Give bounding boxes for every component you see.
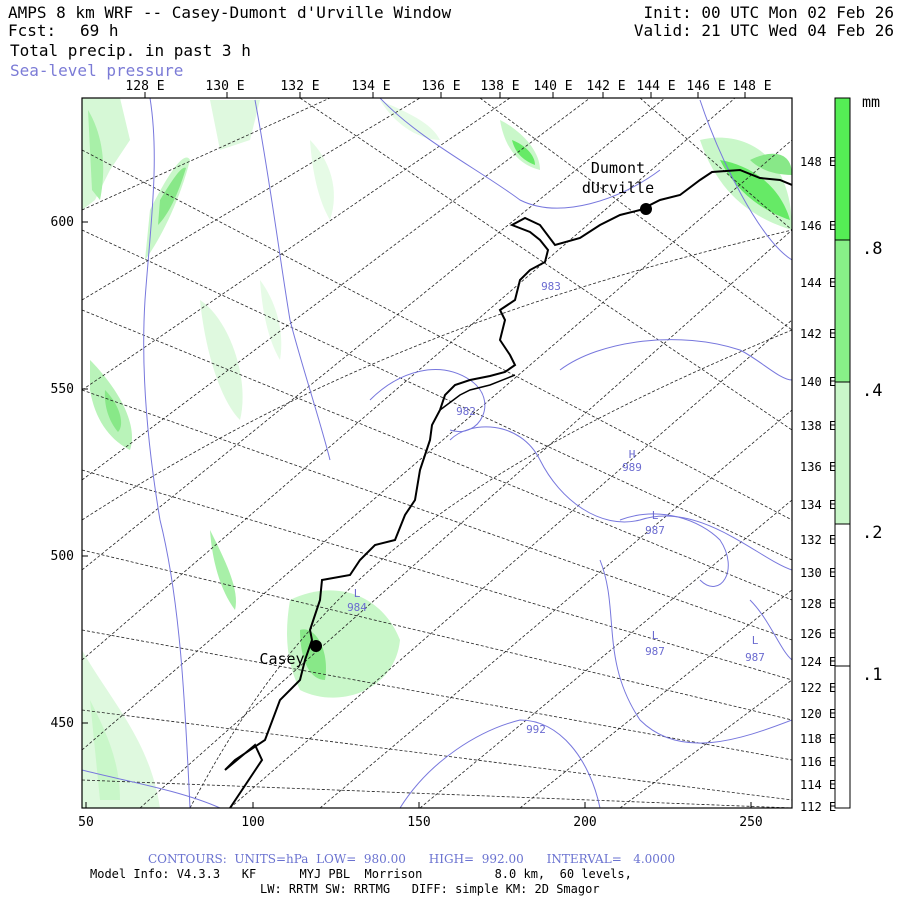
top-longitude-labels: 128 E 130 E 132 E 134 E 136 E 138 E 140 …	[125, 79, 771, 94]
pressure-letter-label: L	[652, 509, 659, 522]
right-lon-label: 114 E	[800, 778, 836, 792]
pressure-value-label: 982	[456, 405, 476, 418]
top-lon-label: 132 E	[280, 79, 319, 94]
left-axis-label: 500	[51, 549, 74, 564]
top-lon-label: 136 E	[421, 79, 460, 94]
colorbar-label: .2	[862, 523, 882, 543]
colorbar-segment-mid	[835, 240, 850, 382]
pressure-value-label: 987	[645, 645, 665, 658]
colorbar-segment-high	[835, 98, 850, 240]
station-marker-casey	[310, 640, 322, 652]
contour-info: CONTOURS: UNITS=hPa LOW= 980.00 HIGH= 99…	[148, 852, 676, 866]
top-lon-label: 134 E	[351, 79, 390, 94]
top-lon-label: 140 E	[533, 79, 572, 94]
pressure-value-label: 983	[541, 280, 561, 293]
right-lon-label: 136 E	[800, 460, 836, 474]
right-lon-label: 126 E	[800, 627, 836, 641]
pressure-letter-label: L	[752, 634, 759, 647]
top-lon-label: 128 E	[125, 79, 164, 94]
right-longitude-labels: 148 E 146 E 144 E 142 E 140 E 138 E 136 …	[800, 155, 836, 814]
right-lon-label: 134 E	[800, 498, 836, 512]
coastline	[224, 168, 792, 808]
colorbar-segment-low	[835, 382, 850, 524]
valid-time: Valid: 21 UTC Wed 04 Feb 26	[633, 21, 894, 40]
colorbar-label: .8	[862, 239, 882, 259]
right-lon-label: 124 E	[800, 655, 836, 669]
bottom-axis-label: 200	[573, 815, 596, 830]
model-info-line2: LW: RRTM SW: RRTMG DIFF: simple KM: 2D S…	[260, 882, 600, 896]
model-info-line1: Model Info: V4.3.3 KF MYJ PBL Morrison 8…	[90, 867, 632, 881]
right-lon-label: 122 E	[800, 681, 836, 695]
bottom-axis-label: 150	[407, 815, 430, 830]
top-lon-label: 144 E	[636, 79, 675, 94]
colorbar-labels: mm .8 .4 .2 .1	[862, 93, 882, 685]
field-description: Total precip. in past 3 h	[10, 41, 251, 60]
station-label-dumont-line2: dUrville	[582, 179, 654, 197]
right-lon-label: 130 E	[800, 566, 836, 580]
colorbar-label: .4	[862, 381, 882, 401]
left-axis-label: 600	[51, 215, 74, 230]
right-lon-label: 128 E	[800, 597, 836, 611]
left-ticks	[82, 221, 88, 724]
right-lon-label: 116 E	[800, 755, 836, 769]
map-title: AMPS 8 km WRF -- Casey-Dumont d'Urville …	[8, 3, 452, 22]
pressure-contours	[82, 98, 792, 808]
colorbar-label: .1	[862, 665, 882, 685]
right-lon-label: 144 E	[800, 276, 836, 290]
right-lon-label: 146 E	[800, 219, 836, 233]
bottom-axis-labels: 50 100 150 200 250	[78, 815, 763, 830]
bottom-axis-label: 50	[78, 815, 94, 830]
left-axis-label: 550	[51, 382, 74, 397]
graticule	[82, 98, 792, 808]
pressure-value-label: 987	[645, 524, 665, 537]
station-marker-dumont	[640, 203, 652, 215]
init-time: Init: 00 UTC Mon 02 Feb 26	[643, 3, 894, 22]
bottom-axis-label: 100	[241, 815, 264, 830]
top-lon-label: 138 E	[480, 79, 519, 94]
bottom-axis-label: 250	[739, 815, 762, 830]
right-lon-label: 118 E	[800, 732, 836, 746]
right-lon-label: 138 E	[800, 419, 836, 433]
map-frame	[81, 97, 793, 809]
overlay-description: Sea-level pressure	[10, 61, 184, 80]
forecast-hour: 69 h	[80, 21, 119, 40]
forecast-label: Fcst:	[8, 21, 57, 40]
right-lon-label: 140 E	[800, 375, 836, 389]
top-lon-label: 146 E	[686, 79, 725, 94]
station-label-casey: Casey	[259, 650, 304, 668]
left-axis-label: 450	[51, 716, 74, 731]
top-lon-label: 142 E	[586, 79, 625, 94]
colorbar	[834, 97, 851, 809]
map-background	[82, 98, 792, 808]
top-lon-label: 148 E	[732, 79, 771, 94]
pressure-letter-label: L	[652, 629, 659, 642]
right-lon-label: 112 E	[800, 800, 836, 814]
pressure-value-label: 984	[347, 601, 367, 614]
left-axis-labels: 600 550 500 450	[51, 215, 74, 731]
pressure-letter-label: H	[629, 448, 636, 461]
right-lon-label: 148 E	[800, 155, 836, 169]
top-lon-label: 130 E	[205, 79, 244, 94]
right-lon-label: 120 E	[800, 707, 836, 721]
coastline-ice-edge	[439, 374, 516, 411]
top-ticks	[144, 92, 746, 98]
right-lon-label: 132 E	[800, 533, 836, 547]
pressure-value-label: 987	[745, 651, 765, 664]
bottom-ticks	[85, 802, 752, 808]
pressure-value-label: 989	[622, 461, 642, 474]
station-label-dumont-line1: Dumont	[591, 159, 645, 177]
colorbar-frame	[834, 97, 851, 809]
pressure-letter-label: L	[354, 587, 361, 600]
colorbar-unit: mm	[862, 93, 880, 111]
pressure-labels: 983 982 H 989 L 987 L 984 L 987 L 987 99…	[347, 280, 765, 736]
right-lon-label: 142 E	[800, 327, 836, 341]
pressure-value-label: 992	[526, 723, 546, 736]
